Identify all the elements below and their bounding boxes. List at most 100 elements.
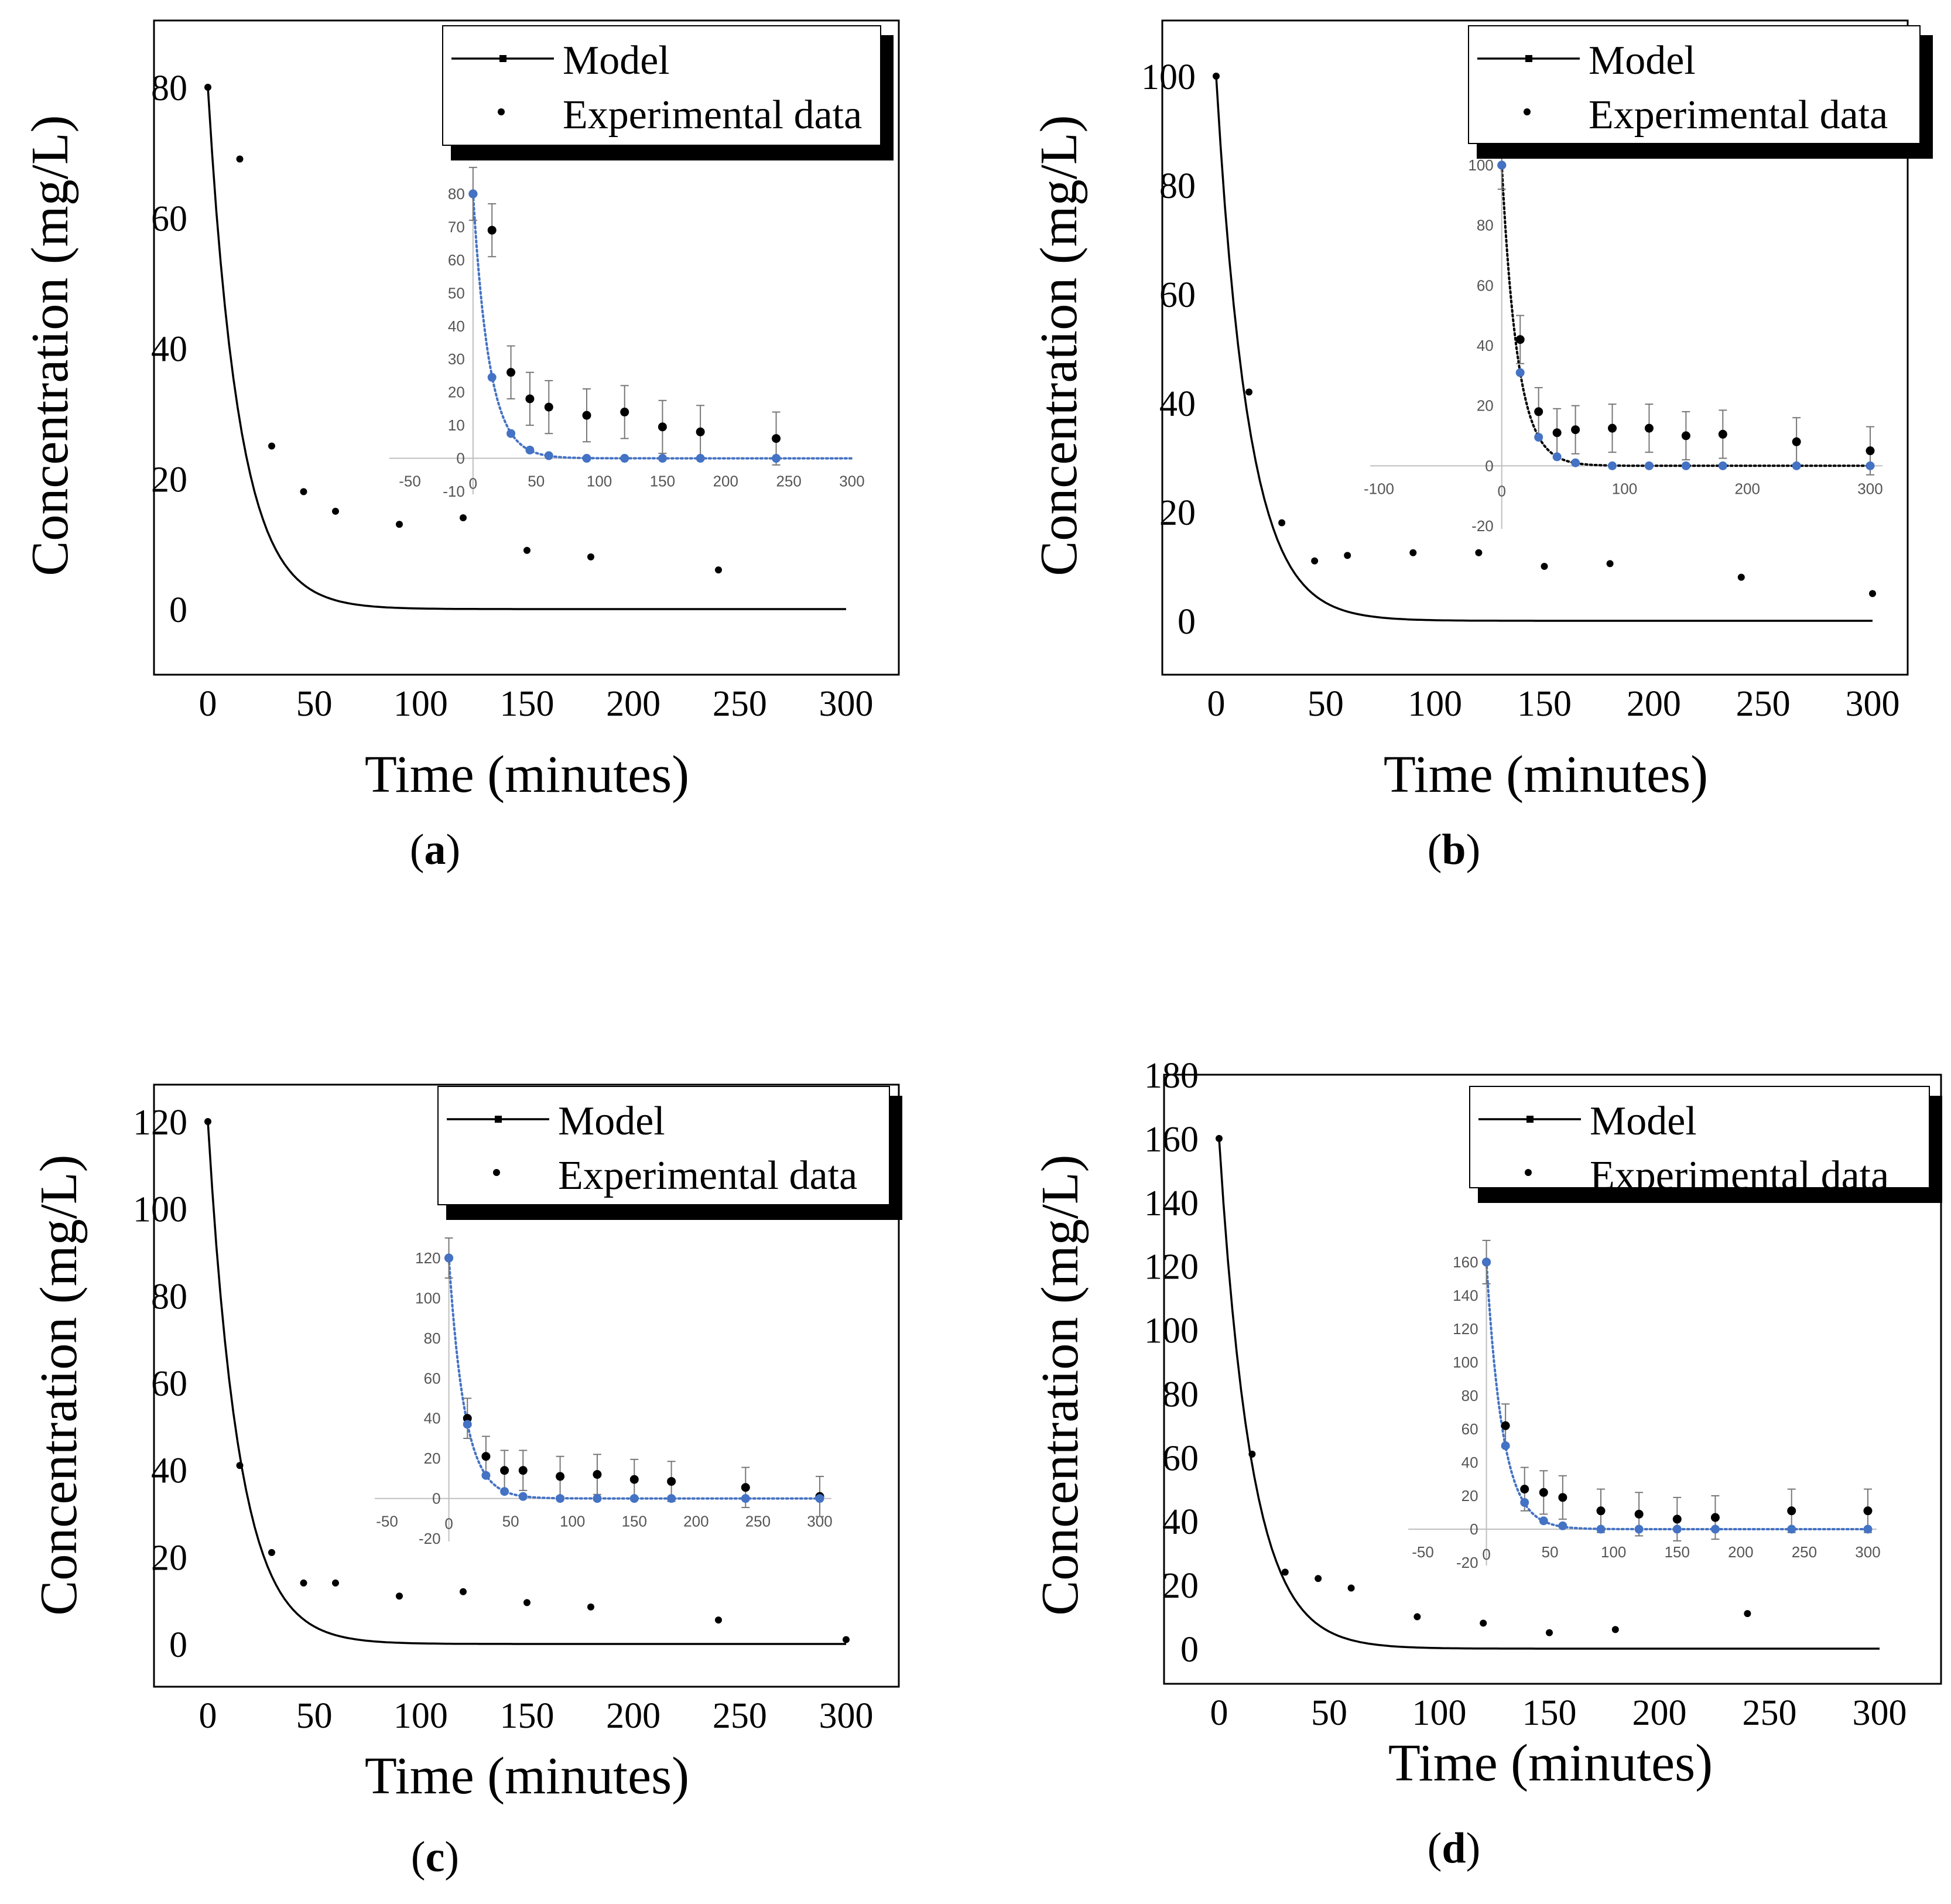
- inset-y-tick-label: 60: [448, 251, 465, 269]
- inset-model-point: [544, 451, 553, 460]
- inset-model-point: [1515, 368, 1525, 377]
- y-tick-label: 60: [1162, 1438, 1199, 1478]
- inset-y-tick-label: 80: [448, 185, 465, 203]
- inset-x-tick-label: 200: [713, 473, 738, 490]
- inset-y-tick-label: 30: [448, 350, 465, 368]
- inset-experimental-point: [487, 225, 497, 235]
- experimental-point: [236, 155, 244, 163]
- inset-model-point: [1501, 1441, 1510, 1450]
- experimental-point: [715, 566, 722, 574]
- x-tick-label: 50: [296, 684, 333, 724]
- inset-experimental-point: [518, 1466, 528, 1475]
- inset-y-tick-label: 100: [415, 1289, 440, 1307]
- inset-x-tick-label: 50: [1542, 1543, 1559, 1561]
- inset-experimental-point: [1866, 446, 1875, 456]
- legend-experimental-marker: [498, 108, 505, 115]
- inset-x-tick-label: 100: [1612, 480, 1637, 497]
- x-tick-label: 200: [606, 1696, 660, 1736]
- panel-caption: (a): [410, 826, 460, 874]
- experimental-point: [1347, 1584, 1355, 1592]
- legend-box: [442, 25, 881, 146]
- inset-model-point: [518, 1492, 528, 1501]
- inset-experimental-point: [1571, 425, 1580, 435]
- y-tick-label: 100: [1144, 1311, 1199, 1351]
- inset-model-point: [1710, 1524, 1720, 1534]
- inset-model-point: [1539, 1516, 1548, 1526]
- panel-caption-letter: c: [426, 1833, 445, 1881]
- experimental-point: [1869, 590, 1876, 597]
- model-curve: [1218, 1138, 1880, 1650]
- x-tick-label: 300: [1853, 1693, 1907, 1733]
- experimental-point: [843, 1636, 850, 1643]
- inset-y-tick-label: 50: [448, 284, 465, 302]
- experimental-point: [332, 1579, 339, 1587]
- inset-model-point: [1644, 461, 1654, 470]
- legend-box: [1468, 25, 1921, 144]
- legend: Model Experimental data: [1468, 25, 1933, 159]
- model-curve: [207, 87, 846, 610]
- inset-x-tick-label: 100: [587, 473, 612, 490]
- y-tick-label: 100: [1141, 57, 1196, 97]
- experimental-point: [332, 507, 339, 515]
- inset-model-point: [582, 454, 591, 463]
- inset-experimental-point: [1672, 1515, 1682, 1524]
- inset-experimental-point: [463, 1414, 472, 1423]
- inset-model-point: [741, 1494, 750, 1503]
- inset-y-tick-label: -20: [419, 1530, 441, 1547]
- inset-model-point: [1787, 1524, 1796, 1534]
- experimental-point: [1409, 549, 1417, 556]
- experimental-point: [1744, 1610, 1751, 1618]
- inset-y-tick-label: 60: [424, 1369, 441, 1387]
- inset-experimental-point: [1520, 1485, 1529, 1494]
- inset-model-point: [593, 1494, 602, 1503]
- inset-y-tick-label: 20: [448, 384, 465, 401]
- experimental-point: [523, 546, 530, 554]
- legend-model-marker: [495, 1116, 502, 1123]
- inset-y-tick-label: 40: [448, 317, 465, 335]
- y-tick-label: 180: [1144, 1056, 1199, 1096]
- inset-model-point: [506, 429, 516, 438]
- inset-y-tick-label: -20: [1471, 517, 1494, 535]
- x-tick-label: 50: [1311, 1693, 1347, 1733]
- x-tick-label: 50: [1307, 684, 1344, 724]
- inset-model-point: [1634, 1524, 1644, 1534]
- legend-model-marker: [499, 55, 506, 62]
- x-tick-label: 250: [1736, 684, 1791, 724]
- experimental-point: [460, 1588, 467, 1595]
- inset-model-point: [815, 1494, 824, 1503]
- inset-model-point: [1792, 461, 1801, 470]
- inset-model-point: [696, 454, 705, 463]
- inset-x-tick-label: 100: [560, 1513, 585, 1530]
- y-tick-label: 160: [1144, 1120, 1199, 1160]
- y-tick-label: 20: [151, 1538, 187, 1578]
- inset-experimental-point: [1501, 1421, 1510, 1430]
- experimental-point: [1546, 1629, 1553, 1636]
- inset-model-point: [481, 1471, 491, 1480]
- inset-x-tick-label: -100: [1364, 480, 1394, 497]
- inset-model-point: [772, 454, 781, 463]
- inset-experimental-point: [772, 434, 781, 443]
- plot-frame: [153, 1083, 900, 1688]
- legend-experimental-label: Experimental data: [1589, 93, 1888, 138]
- inset-experimental-point: [1681, 431, 1690, 440]
- y-axis-title: Concentration (mg/L): [1031, 1154, 1089, 1615]
- inset-y-tick-label: 0: [456, 450, 464, 467]
- inset-experimental-point: [593, 1470, 602, 1479]
- x-tick-label: 100: [393, 684, 448, 724]
- inset-y-tick-label: 120: [1453, 1320, 1478, 1338]
- inset-y-tick-label: -20: [1456, 1554, 1478, 1571]
- panel-caption: (b): [1428, 826, 1480, 874]
- inset-model-point: [1608, 461, 1617, 470]
- inset-model-point: [463, 1420, 472, 1429]
- inset-experimental-point: [525, 394, 535, 404]
- y-tick-label: 40: [1162, 1502, 1199, 1542]
- experimental-point: [268, 1549, 275, 1556]
- inset-experimental-point: [1515, 335, 1525, 344]
- experimental-point: [587, 553, 594, 560]
- inset-x-tick-label: 0: [1498, 482, 1506, 500]
- y-tick-label: 0: [169, 590, 187, 630]
- x-tick-label: 250: [1743, 1693, 1797, 1733]
- experimental-point: [715, 1616, 722, 1624]
